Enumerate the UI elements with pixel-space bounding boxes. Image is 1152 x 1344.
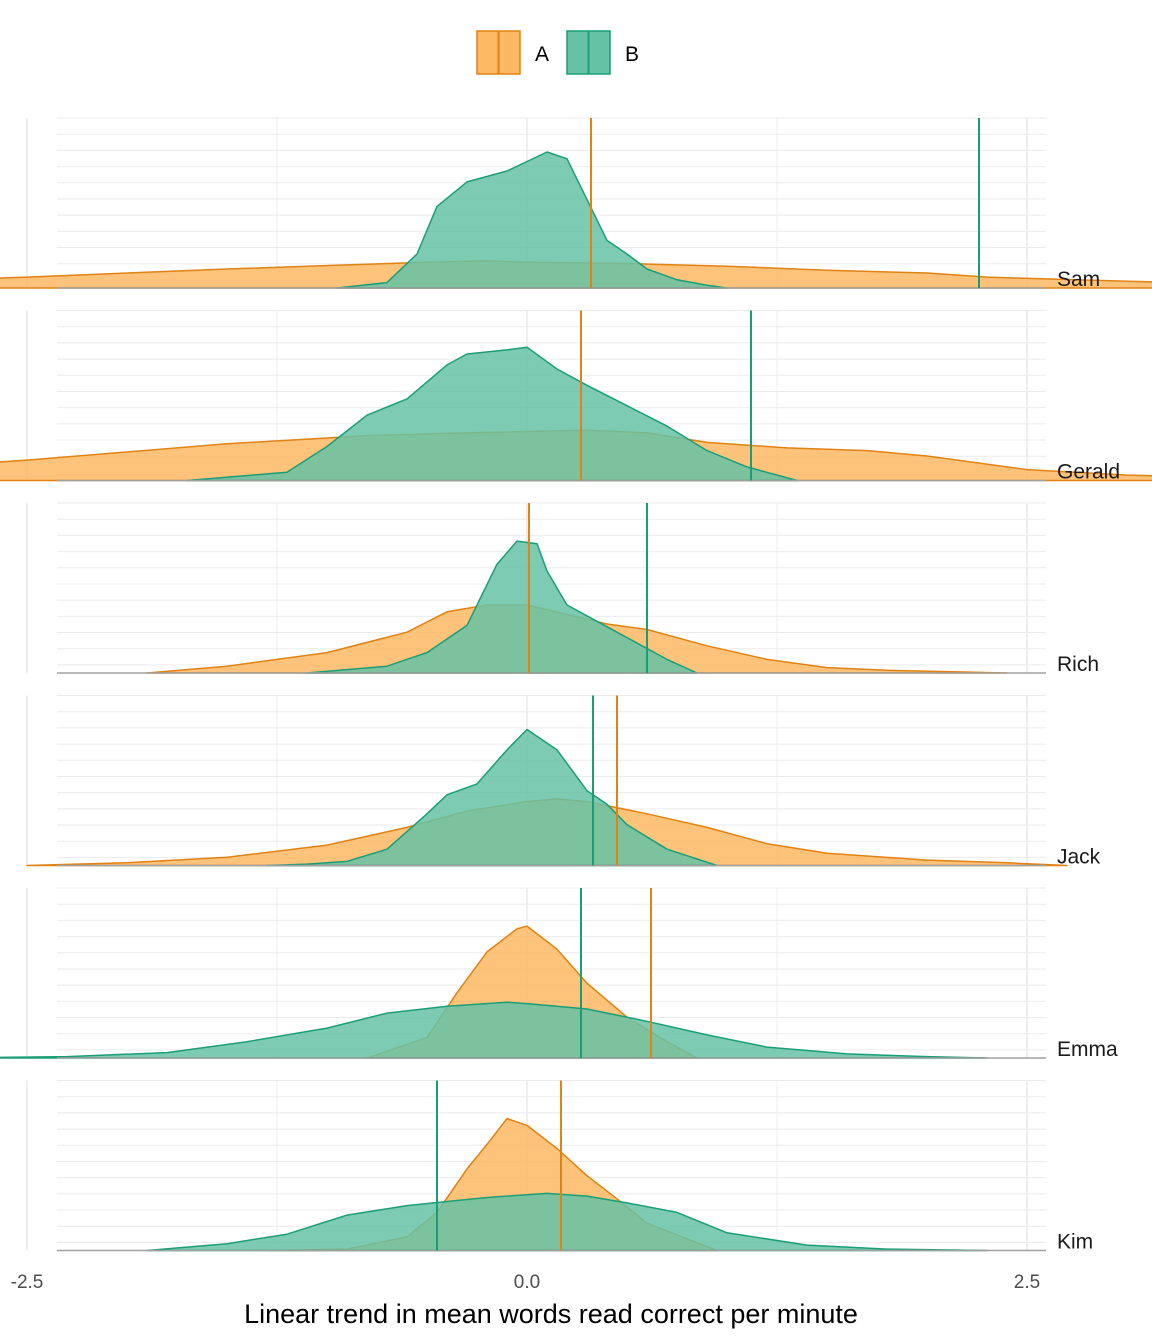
panel-gerald: Gerald	[0, 310, 1152, 484]
density-b-rich	[306, 540, 698, 674]
panel-label-jack: Jack	[1057, 846, 1101, 869]
density-b-gerald	[186, 346, 798, 482]
density-b-jack	[266, 728, 718, 867]
density-b-kim	[146, 1192, 988, 1252]
density-b-sam	[336, 151, 728, 289]
x-tick-label: 0.0	[514, 1272, 540, 1293]
panel-sam: Sam	[0, 117, 1152, 291]
x-axis-ticks: -2.50.02.55.0	[11, 1272, 1041, 1293]
panel-emma: Emma	[0, 887, 1118, 1061]
panel-label-kim: Kim	[1057, 1231, 1093, 1254]
panel-label-sam: Sam	[1057, 268, 1100, 291]
x-tick-label: 2.5	[1014, 1272, 1040, 1293]
legend-key-a: A	[476, 30, 549, 75]
density-b-emma	[0, 1001, 988, 1059]
legend-label-a: A	[535, 43, 549, 66]
x-tick-label: -2.5	[11, 1272, 44, 1293]
panels: Sam Gerald Rich Jack Emma Kim	[0, 117, 1152, 1254]
panel-label-gerald: Gerald	[1057, 461, 1120, 484]
panel-label-emma: Emma	[1057, 1038, 1118, 1061]
legend: A B	[476, 30, 639, 75]
x-axis-title: Linear trend in mean words read correct …	[244, 1299, 858, 1329]
legend-key-b: B	[566, 30, 639, 75]
panel-rich: Rich	[26, 502, 1099, 676]
panel-label-rich: Rich	[1057, 653, 1099, 676]
panel-kim: Kim	[26, 1080, 1093, 1254]
legend-label-b: B	[625, 43, 639, 66]
panel-jack: Jack	[26, 695, 1101, 869]
